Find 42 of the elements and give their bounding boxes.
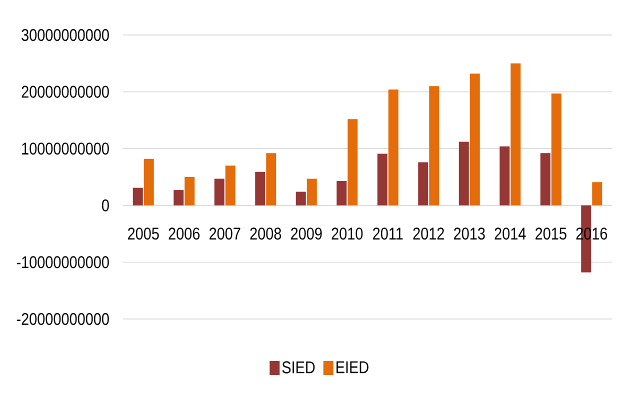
x-tick-label: 2010 <box>332 228 363 240</box>
x-tick-label: 2012 <box>413 228 444 240</box>
bar <box>184 177 195 206</box>
x-tick-label: 2011 <box>373 228 403 240</box>
bar <box>551 94 562 206</box>
bar <box>214 178 224 206</box>
bar <box>225 166 236 206</box>
legend-label: SIED <box>282 361 315 374</box>
y-tick-label: -10000000000 <box>16 256 109 268</box>
y-tick-label: -20000000000 <box>16 312 109 326</box>
x-tick-label: 2006 <box>168 228 200 240</box>
x-tick-label: 2015 <box>536 228 566 240</box>
bar <box>458 142 469 206</box>
y-tick-label: 0 <box>102 199 109 212</box>
bar <box>144 158 154 206</box>
bar <box>510 63 521 206</box>
bar <box>174 190 184 206</box>
y-tick-label: 10000000000 <box>22 142 109 155</box>
bar <box>132 188 143 206</box>
y-tick-label: 20000000000 <box>22 86 109 98</box>
x-tick-label: 2014 <box>494 228 526 240</box>
bar <box>336 180 347 206</box>
x-tick-label: 2005 <box>128 228 159 240</box>
bar <box>418 162 428 206</box>
bar <box>388 90 398 206</box>
bar <box>296 192 306 206</box>
bar <box>500 146 510 206</box>
legend-label: EIED <box>336 361 368 374</box>
bar <box>266 153 276 206</box>
bar <box>255 172 266 206</box>
y-tick-label: 30000000000 <box>22 28 109 42</box>
bar <box>348 119 358 206</box>
bar <box>470 74 480 206</box>
x-tick-label: 2013 <box>454 228 485 240</box>
bar <box>306 178 317 206</box>
bar <box>592 182 602 206</box>
x-tick-label: 2008 <box>250 228 282 240</box>
x-tick-label: 2007 <box>210 228 240 240</box>
bar <box>429 86 440 206</box>
x-tick-label: 2009 <box>291 228 322 240</box>
bar <box>377 154 388 206</box>
bar <box>540 153 550 206</box>
